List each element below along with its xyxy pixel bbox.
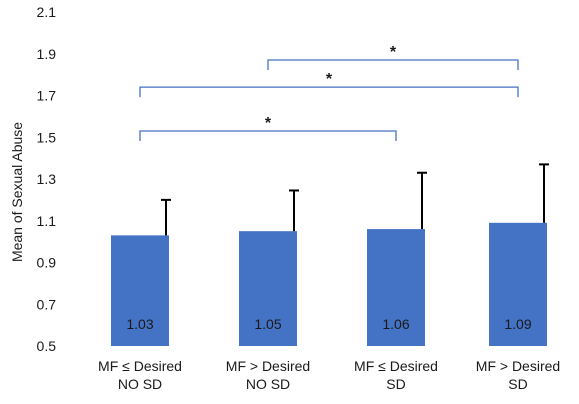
y-tick-label: 1.5: [37, 129, 57, 145]
error-bar: [289, 190, 299, 231]
y-tick-label: 0.7: [37, 296, 57, 312]
y-axis-label: Mean of Sexual Abuse: [9, 122, 25, 262]
value-labels: 1.03 1.05 1.06 1.09: [126, 316, 531, 332]
y-tick-label: 1.9: [37, 46, 57, 62]
error-bar: [417, 173, 427, 229]
y-tick-label: 0.9: [37, 255, 57, 271]
category-label: MF ≤ Desired: [98, 358, 182, 374]
y-tick-label: 1.7: [37, 88, 57, 104]
category-label: MF > Desired: [226, 358, 310, 374]
error-bar: [161, 200, 171, 235]
significance-bracket: *: [268, 44, 518, 70]
y-axis-ticks: 0.5 0.7 0.9 1.1 1.3 1.5 1.7 1.9 2.1: [37, 4, 57, 354]
significance-brackets: * * *: [140, 44, 518, 141]
significance-bracket: *: [140, 115, 396, 141]
category-label: MF ≤ Desired: [354, 358, 438, 374]
category-labels: MF ≤ Desired NO SD MF > Desired NO SD MF ≤ D…: [98, 358, 560, 392]
y-tick-label: 0.5: [37, 338, 57, 354]
y-tick-label: 1.1: [37, 213, 57, 229]
bars: [111, 223, 547, 346]
significance-star: *: [390, 44, 397, 61]
value-label: 1.03: [126, 316, 153, 332]
category-label: SD: [508, 376, 527, 392]
value-label: 1.09: [504, 316, 531, 332]
category-label: NO SD: [246, 376, 290, 392]
significance-bracket: *: [140, 71, 518, 97]
error-bar: [539, 164, 549, 222]
significance-star: *: [326, 71, 333, 88]
category-label: MF > Desired: [476, 358, 560, 374]
category-label: SD: [386, 376, 405, 392]
category-label: NO SD: [118, 376, 162, 392]
y-tick-label: 2.1: [37, 4, 57, 20]
significance-star: *: [265, 115, 272, 132]
value-label: 1.06: [382, 316, 409, 332]
y-tick-label: 1.3: [37, 171, 57, 187]
value-label: 1.05: [254, 316, 281, 332]
